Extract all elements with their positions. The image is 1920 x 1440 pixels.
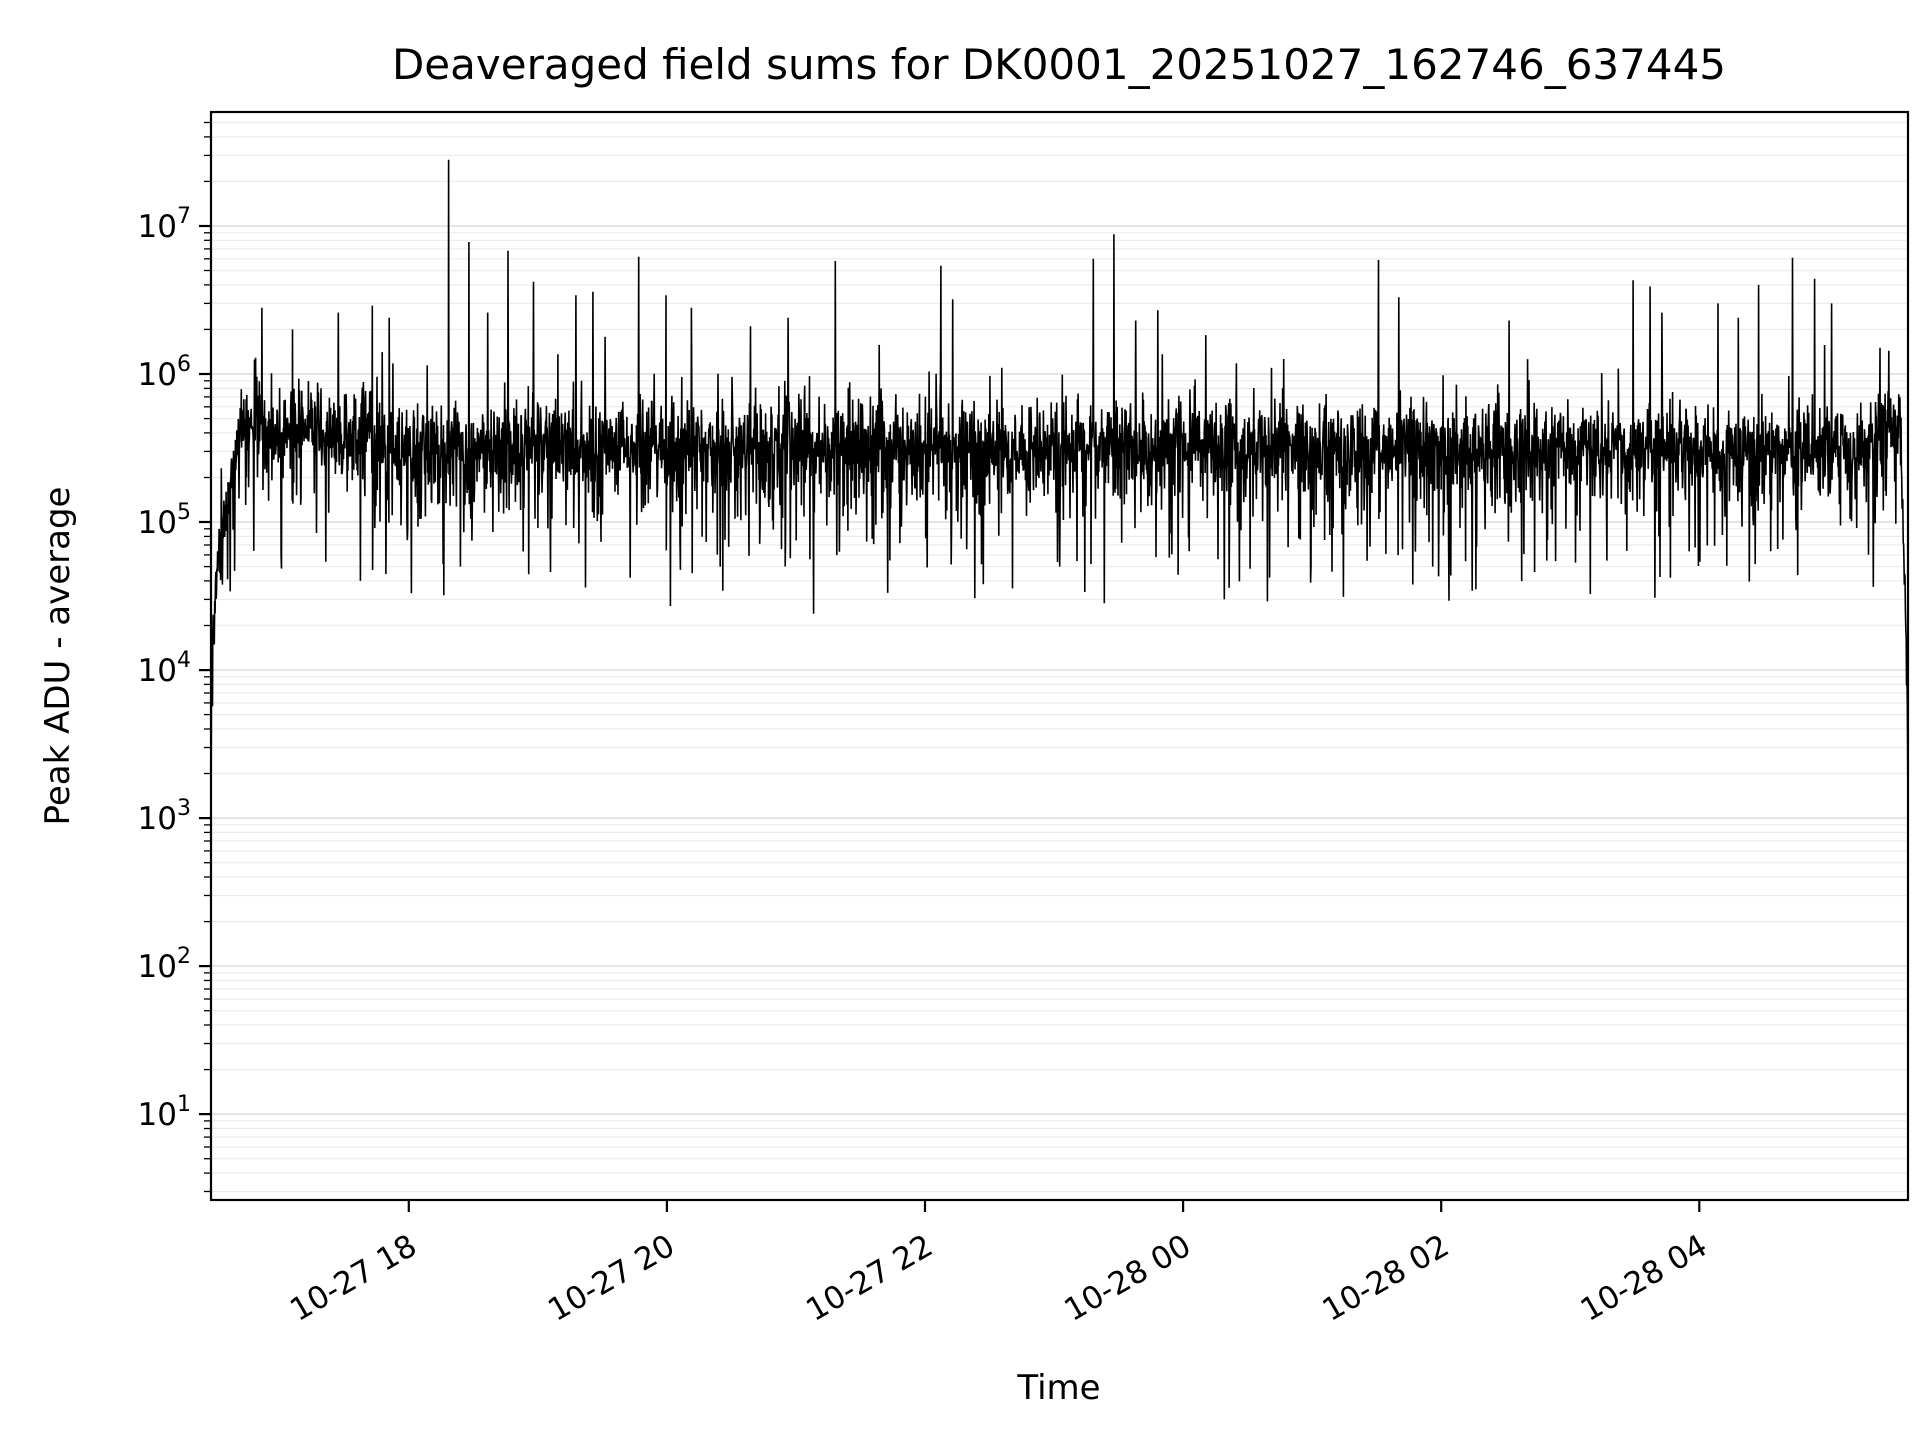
x-tick-label: 10-28 00 [1058,1228,1197,1329]
y-tick-label: 101 [138,1092,191,1133]
x-tick-label: 10-27 22 [800,1228,939,1329]
x-axis-label: Time [1017,1368,1101,1408]
x-axis: 10-27 18 10-27 20 10-27 22 10-28 00 10-28 02… [284,1200,1713,1329]
y-tick-label: 102 [138,944,191,985]
y-tick-label: 105 [138,500,191,541]
x-tick-label: 10-28 02 [1316,1228,1455,1329]
plot-border [209,110,1910,1202]
x-tick-label: 10-27 20 [542,1228,681,1329]
chart-title: Deaveraged field sums for DK0001_2025102… [391,40,1727,89]
y-tick-label: 103 [138,796,191,837]
y-axis: 101 102 103 104 105 106 107 [138,121,211,1193]
y-tick-label: 107 [138,204,191,245]
y-tick-label: 104 [138,648,191,689]
data-series-line [210,159,1909,843]
y-tick-label: 106 [138,352,191,393]
x-tick-label: 10-27 18 [284,1228,423,1329]
x-tick-label: 10-28 04 [1575,1228,1714,1329]
gridlines [211,121,1908,1193]
